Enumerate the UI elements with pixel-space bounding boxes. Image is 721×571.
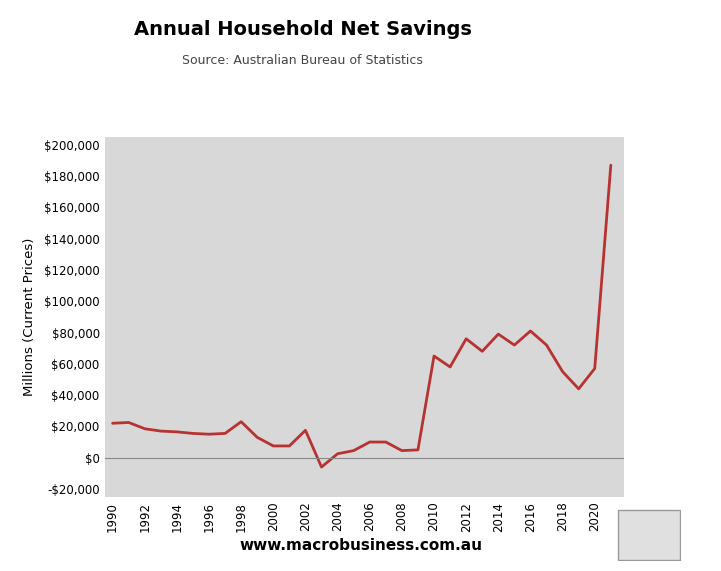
Text: Source: Australian Bureau of Statistics: Source: Australian Bureau of Statistics xyxy=(182,54,423,67)
Text: MACRO: MACRO xyxy=(585,29,659,47)
Text: www.macrobusiness.com.au: www.macrobusiness.com.au xyxy=(239,538,482,553)
FancyBboxPatch shape xyxy=(618,510,680,560)
Y-axis label: Millions (Current Prices): Millions (Current Prices) xyxy=(22,238,35,396)
Text: Annual Household Net Savings: Annual Household Net Savings xyxy=(134,20,472,39)
Text: BUSINESS: BUSINESS xyxy=(585,60,659,73)
